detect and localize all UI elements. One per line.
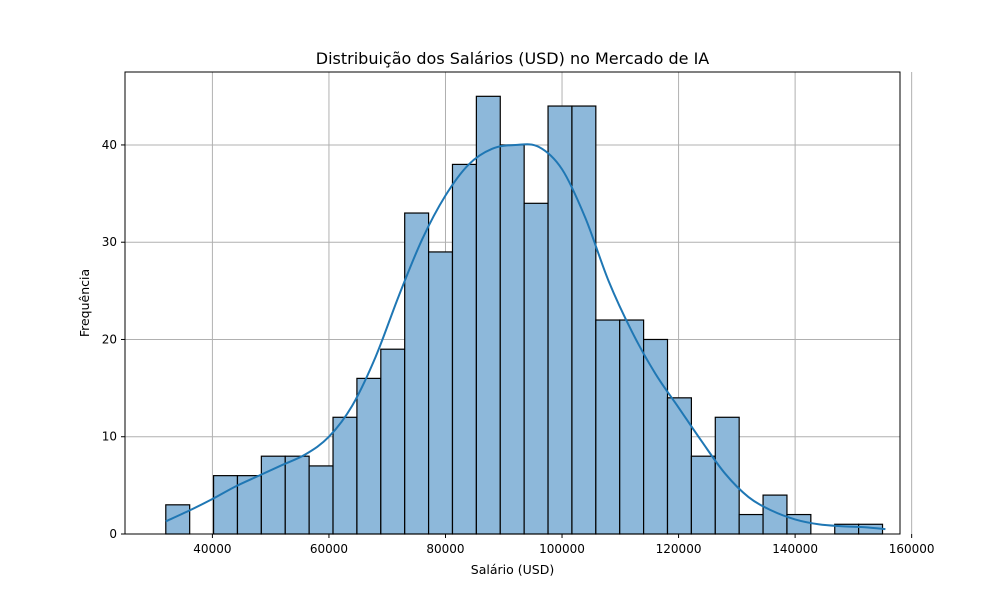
histogram-bar [666, 397, 692, 535]
histogram-bar [380, 348, 406, 535]
histogram-bar [451, 163, 477, 535]
chart-title: Distribuição dos Salários (USD) no Merca… [316, 49, 710, 68]
histogram-bar [212, 475, 239, 535]
histogram-bar [523, 202, 549, 535]
x-tick-label: 120000 [656, 542, 702, 556]
histogram-bar [260, 455, 286, 535]
x-axis-ticks: 40000 60000 80000 100000 120000 140000 160000 [193, 534, 935, 556]
y-tick-label: 30 [102, 235, 117, 249]
x-axis-label: Salário (USD) [471, 562, 554, 577]
histogram-bar [547, 105, 573, 535]
histogram-bar [571, 105, 597, 535]
histogram-bar [332, 416, 358, 535]
histogram-bar [643, 338, 669, 535]
histogram-bar [475, 95, 501, 535]
y-tick-label: 40 [102, 138, 117, 152]
plot-frame [124, 71, 901, 535]
kde-curve [165, 143, 886, 531]
y-axis-label: Frequência [77, 269, 92, 337]
y-tick-label: 10 [102, 430, 117, 444]
histogram-bar [427, 251, 454, 535]
histogram-bar [404, 212, 430, 535]
y-tick-label: 0 [109, 527, 117, 541]
y-axis-ticks: 0 10 20 30 40 [102, 138, 125, 541]
histogram-bar [308, 465, 334, 535]
histogram-bar [284, 455, 310, 535]
histogram-bar [499, 144, 525, 535]
x-tick-label: 100000 [539, 542, 585, 556]
histogram-bar [690, 455, 716, 535]
histogram-bar [595, 319, 621, 535]
x-tick-label: 160000 [889, 542, 935, 556]
histogram-bar [619, 319, 645, 535]
histogram-bar [356, 377, 382, 535]
histogram-bars [165, 95, 884, 535]
x-tick-label: 60000 [310, 542, 348, 556]
x-tick-label: 40000 [193, 542, 231, 556]
x-tick-label: 80000 [426, 542, 464, 556]
histogram-bar [738, 513, 764, 535]
y-tick-label: 20 [102, 332, 117, 346]
x-tick-label: 140000 [772, 542, 818, 556]
